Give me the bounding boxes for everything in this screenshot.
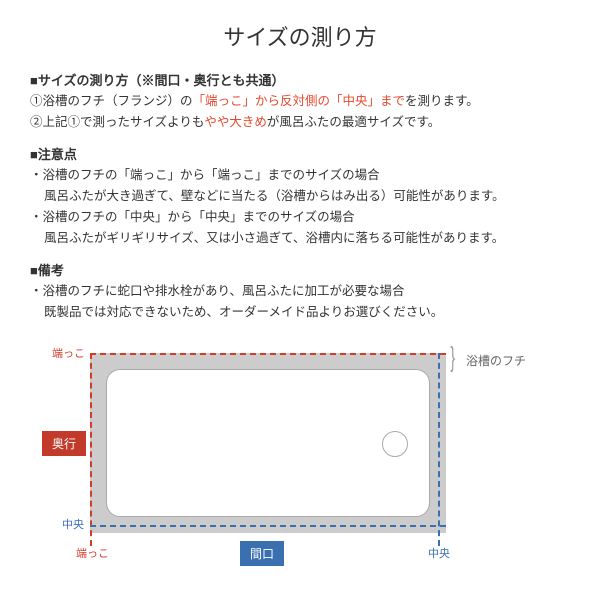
section1-head: ■サイズの測り方（※間口・奥行とも共通） bbox=[30, 70, 570, 89]
label-edge-bottomleft: 端っこ bbox=[76, 549, 109, 560]
dash-red-top bbox=[90, 353, 446, 355]
tag-depth: 奥行 bbox=[42, 431, 86, 456]
s1l2b: やや大きめ bbox=[204, 115, 267, 129]
s3l2: 既製品では対応できないため、オーダーメイド品よりお選びください。 bbox=[30, 302, 570, 323]
diagram: 端っこ 端っこ 中央 中央 奥行 間口 } 浴槽のフチ bbox=[30, 341, 570, 581]
s1l2c: が風呂ふたの最適サイズです。 bbox=[267, 115, 440, 129]
dash-red-left bbox=[90, 353, 92, 546]
s2g2l1: ・浴槽のフチの「中央」から「中央」までのサイズの場合 bbox=[30, 207, 570, 228]
label-center-bottomright: 中央 bbox=[428, 549, 450, 560]
s3l1: ・浴槽のフチに蛇口や排水栓があり、風呂ふたに加工が必要な場合 bbox=[30, 281, 570, 302]
s2g1l1: ・浴槽のフチの「端っこ」から「端っこ」までのサイズの場合 bbox=[30, 165, 570, 186]
s1l1c: を測ります。 bbox=[405, 94, 479, 108]
page-title: サイズの測り方 bbox=[30, 20, 570, 52]
section1-line2: ②上記①で測ったサイズよりもやや大きめが風呂ふたの最適サイズです。 bbox=[30, 112, 570, 133]
section1-line1: ①浴槽のフチ（フランジ）の「端っこ」から反対側の「中央」までを測ります。 bbox=[30, 91, 570, 112]
drain-icon bbox=[382, 431, 408, 457]
label-edge-topleft: 端っこ bbox=[52, 349, 85, 360]
dash-blue-bottom bbox=[90, 525, 446, 527]
dash-blue-right bbox=[438, 353, 440, 546]
s2g1l2: 風呂ふたが大き過ぎて、壁などに当たる（浴槽からはみ出る）可能性があります。 bbox=[30, 186, 570, 207]
section3-head: ■備考 bbox=[30, 260, 570, 279]
s2g2l2: 風呂ふたがギリギリサイズ、又は小さ過ぎて、浴槽内に落ちる可能性があります。 bbox=[30, 228, 570, 249]
label-rim: 浴槽のフチ bbox=[466, 355, 526, 367]
tag-width: 間口 bbox=[240, 541, 284, 566]
section2-head: ■注意点 bbox=[30, 144, 570, 163]
s1l1a: ①浴槽のフチ（フランジ）の bbox=[30, 94, 193, 108]
brace-icon: } bbox=[450, 341, 455, 373]
label-center-left: 中央 bbox=[62, 520, 84, 531]
s1l1b: 「端っこ」から反対側の「中央」まで bbox=[193, 94, 406, 108]
s1l2a: ②上記①で測ったサイズよりも bbox=[30, 115, 204, 129]
